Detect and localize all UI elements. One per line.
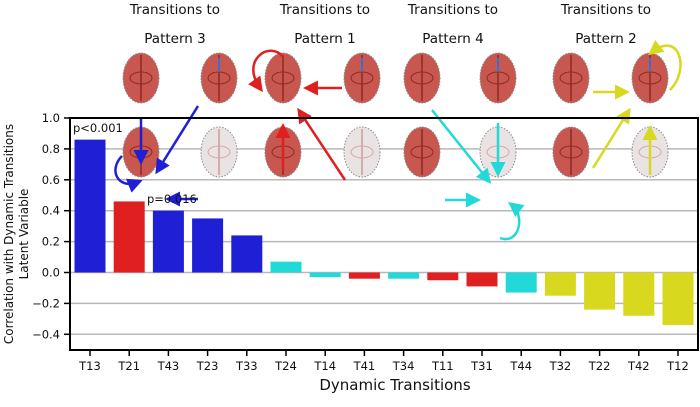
bar-t24 [270, 261, 302, 273]
x-tick-label: T43 [157, 359, 180, 373]
brain-fold [559, 145, 583, 159]
group-title-line1: Transitions to [407, 2, 498, 18]
brain-icon [403, 126, 441, 178]
bar-t31 [466, 272, 498, 287]
group-title-line2: Pattern 3 [144, 31, 205, 47]
brain-fold [350, 145, 374, 159]
group-title-line1: Transitions to [560, 2, 651, 18]
arrow-icon [155, 105, 200, 175]
brain-icon [200, 52, 238, 104]
bar-t33 [231, 235, 263, 273]
plot-frame [69, 117, 699, 351]
y-tick-label: −0.2 [32, 296, 60, 310]
brain-icon [200, 126, 238, 178]
brain-icon [403, 52, 441, 104]
bar-t43 [152, 210, 184, 273]
x-tick-label: T33 [235, 359, 258, 373]
y-tick-label: −0.4 [32, 327, 60, 341]
self-loop-arrow-icon [648, 39, 682, 91]
bar-t23 [192, 218, 224, 273]
x-tick-label: T34 [392, 359, 415, 373]
x-tick-label: T11 [431, 359, 454, 373]
self-loop-arrow-icon [499, 201, 525, 241]
group-title-line1: Transitions to [129, 2, 220, 18]
x-tick-label: T42 [627, 359, 650, 373]
bar-t44 [505, 272, 537, 293]
y-tick-label: 0.6 [42, 173, 60, 187]
brain-icon [122, 52, 160, 104]
x-tick-label: T41 [353, 359, 376, 373]
x-axis-label: Dynamic Transitions [319, 376, 470, 394]
y-tick-label: 0.0 [42, 266, 60, 280]
annotation-p-value-2: p=0.016 [147, 192, 197, 206]
bar-t11 [427, 272, 459, 281]
brain-icon [552, 52, 590, 104]
group-title-line1: Transitions to [279, 2, 370, 18]
brain-fold [410, 71, 434, 85]
bar-t14 [309, 272, 341, 278]
x-tick-label: T21 [117, 359, 140, 373]
group-title-line2: Pattern 4 [422, 31, 483, 47]
brain-icon [552, 126, 590, 178]
bar-t42 [623, 272, 655, 316]
brain-icon [479, 52, 517, 104]
annotation-p-value-1: p<0.001 [73, 121, 123, 135]
y-axis-label-line1: Correlation with Dynamic Transitions [2, 124, 16, 344]
x-tick-label: T23 [196, 359, 219, 373]
brain-fold [207, 145, 231, 159]
bar-t41 [348, 272, 380, 279]
y-tick-label: 0.8 [42, 142, 60, 156]
bar-t12 [662, 272, 694, 326]
x-tick-label: T22 [588, 359, 611, 373]
bar-t32 [544, 272, 576, 296]
brain-fold [559, 71, 583, 85]
x-tick-label: T32 [549, 359, 572, 373]
group-title-line2: Pattern 1 [294, 31, 355, 47]
y-tick-label: 0.2 [42, 235, 60, 249]
brain-icon [343, 52, 381, 104]
brain-fold [271, 71, 295, 85]
group-title-line2: Pattern 2 [575, 31, 636, 47]
brain-fold [410, 145, 434, 159]
arrow-icon [431, 109, 492, 184]
bar-t22 [584, 272, 616, 310]
bar-t13 [74, 139, 106, 273]
x-tick-label: T31 [470, 359, 493, 373]
brain-icon [631, 52, 669, 104]
y-tick-label: 0.4 [42, 204, 60, 218]
y-axis-label-line2: Latent Variable [17, 189, 31, 280]
bar-t21 [113, 201, 145, 273]
x-tick-label: T24 [274, 359, 297, 373]
y-tick-label: 1.0 [42, 111, 60, 125]
brain-icon [343, 126, 381, 178]
arrow-icon [591, 107, 631, 169]
arrow-icon [297, 107, 347, 181]
x-tick-label: T12 [666, 359, 689, 373]
self-loop-arrow-icon [114, 155, 143, 193]
self-loop-arrow-icon [248, 49, 284, 93]
x-tick-label: T44 [509, 359, 532, 373]
brain-icon [264, 52, 302, 104]
x-tick-label: T13 [78, 359, 101, 373]
x-tick-label: T14 [313, 359, 336, 373]
brain-fold [129, 71, 153, 85]
bar-t34 [388, 272, 420, 279]
